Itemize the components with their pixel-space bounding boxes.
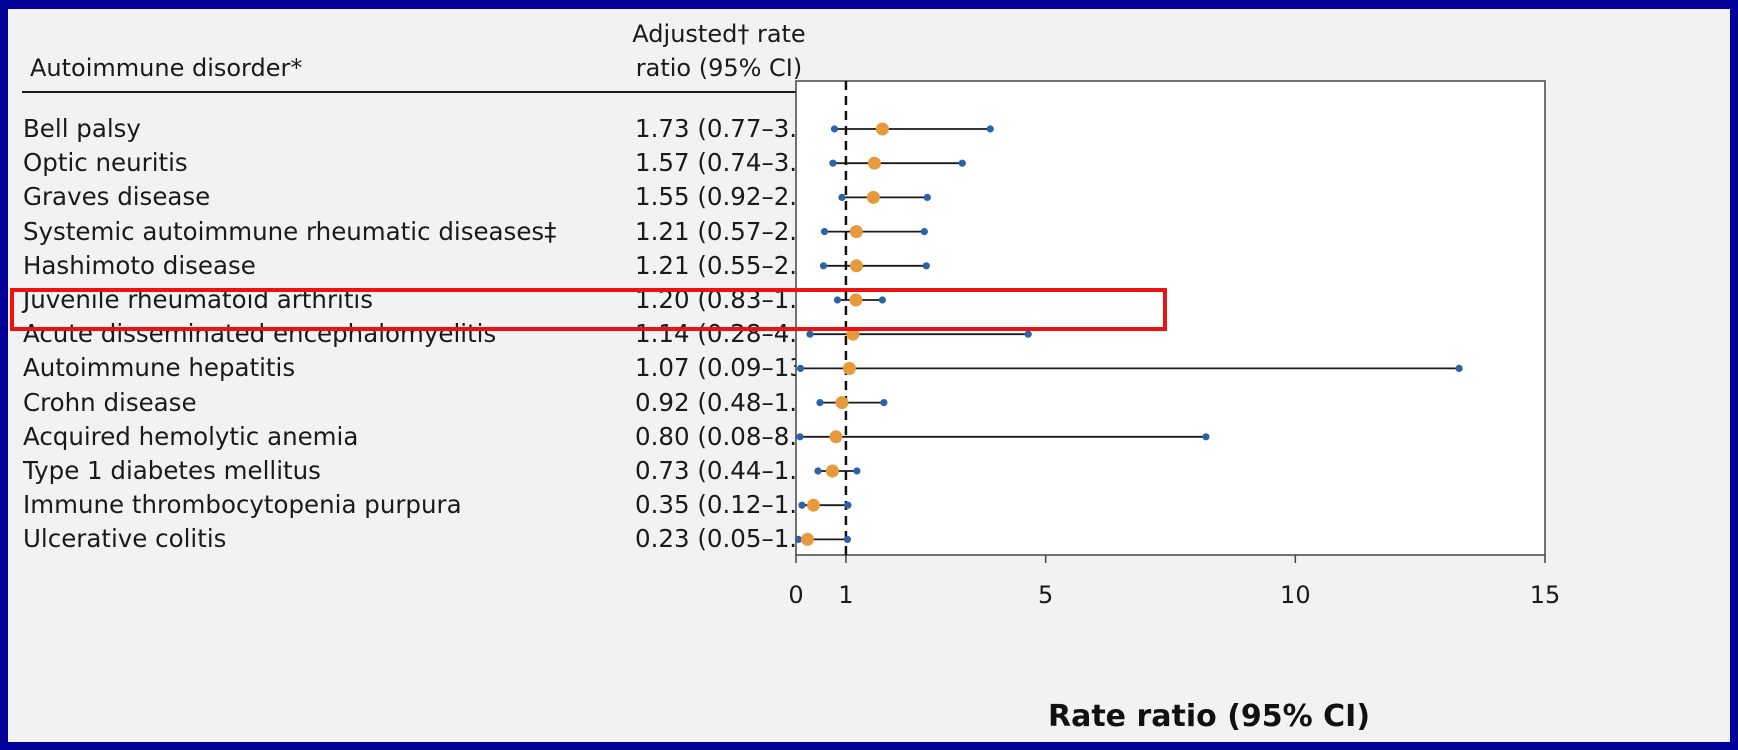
ci-upper-point bbox=[1024, 330, 1032, 338]
row-disorder-name: Ulcerative colitis bbox=[23, 524, 227, 554]
ci-upper-point bbox=[1202, 433, 1210, 441]
ci-upper-point bbox=[920, 228, 928, 236]
ci-lower-point bbox=[796, 433, 804, 441]
ci-lower-point bbox=[819, 262, 828, 270]
ci-upper-point bbox=[986, 125, 994, 133]
ci-lower-point bbox=[830, 125, 839, 133]
ci-upper-point bbox=[843, 535, 852, 544]
row-disorder-name: Hashimoto disease bbox=[23, 250, 256, 280]
x-tick-label: 0 bbox=[788, 581, 803, 609]
point-estimate bbox=[842, 361, 856, 375]
point-estimate bbox=[849, 259, 863, 273]
column-header-rate-ratio-line2: ratio (95% CI) bbox=[635, 54, 803, 82]
ci-lower-point bbox=[833, 296, 842, 304]
forest-plot: 0 1 5 10 15 bbox=[788, 80, 1561, 609]
ci-lower-point bbox=[806, 330, 814, 338]
row-disorder-name: Acquired hemolytic anemia bbox=[23, 421, 359, 451]
ci-upper-point bbox=[880, 399, 888, 407]
row-disorder-name: Acute disseminated encephalomyelitis bbox=[23, 319, 497, 349]
column-header-rate-ratio: Adjusted† rate ratio (95% CI) bbox=[614, 17, 824, 85]
plot-area bbox=[795, 80, 1546, 556]
point-estimate bbox=[800, 532, 814, 546]
x-tick-label: 15 bbox=[1530, 581, 1561, 609]
ci-lower-point bbox=[794, 535, 803, 544]
ci-upper-point bbox=[958, 159, 966, 167]
point-estimate bbox=[849, 225, 863, 239]
row-disorder-name: Systemic autoimmune rheumatic diseases‡ bbox=[23, 216, 557, 246]
point-estimate bbox=[825, 464, 839, 478]
row-disorder-name: Crohn disease bbox=[23, 387, 197, 417]
x-tick-label: 5 bbox=[1038, 581, 1053, 609]
row-disorder-name: Immune thrombocytopenia purpura bbox=[23, 490, 462, 520]
row-disorder-name: Graves disease bbox=[23, 182, 211, 212]
point-estimate bbox=[867, 156, 881, 170]
x-tick-label: 1 bbox=[838, 581, 853, 609]
point-estimate bbox=[835, 396, 849, 410]
x-tick-label: 10 bbox=[1280, 581, 1311, 609]
ci-lower-point bbox=[816, 399, 824, 407]
header-rule bbox=[22, 91, 834, 93]
row-disorder-name: Optic neuritis bbox=[23, 148, 188, 178]
ci-upper-point bbox=[1455, 364, 1463, 372]
point-estimate bbox=[829, 430, 843, 444]
ci-lower-point bbox=[820, 228, 829, 236]
ci-upper-point bbox=[923, 193, 931, 201]
point-estimate bbox=[875, 122, 889, 136]
row-disorder-name: Autoimmune hepatitis bbox=[23, 353, 296, 383]
ci-lower-point bbox=[838, 193, 846, 201]
highlight-box bbox=[10, 288, 1167, 331]
ci-upper-point bbox=[922, 262, 930, 270]
column-header-disorder: Autoimmune disorder* bbox=[30, 54, 303, 82]
row-disorder-name: Bell palsy bbox=[23, 114, 141, 143]
ci-upper-point bbox=[844, 501, 852, 509]
ci-upper-point bbox=[878, 296, 886, 304]
ci-lower-point bbox=[798, 501, 806, 509]
ci-lower-point bbox=[796, 364, 805, 372]
point-estimate bbox=[866, 190, 880, 204]
point-estimate bbox=[806, 498, 820, 512]
ci-upper-point bbox=[853, 467, 861, 475]
column-header-rate-ratio-line1: Adjusted† rate bbox=[632, 20, 806, 48]
point-estimate bbox=[849, 293, 863, 307]
ci-lower-point bbox=[814, 467, 822, 475]
row-disorder-name: Type 1 diabetes mellitus bbox=[23, 456, 321, 485]
ci-lower-point bbox=[829, 159, 837, 167]
x-axis-title: Rate ratio (95% CI) bbox=[1048, 699, 1371, 734]
forest-plot-panel: Autoimmune disorder* Adjusted† rate rati… bbox=[8, 9, 1730, 742]
